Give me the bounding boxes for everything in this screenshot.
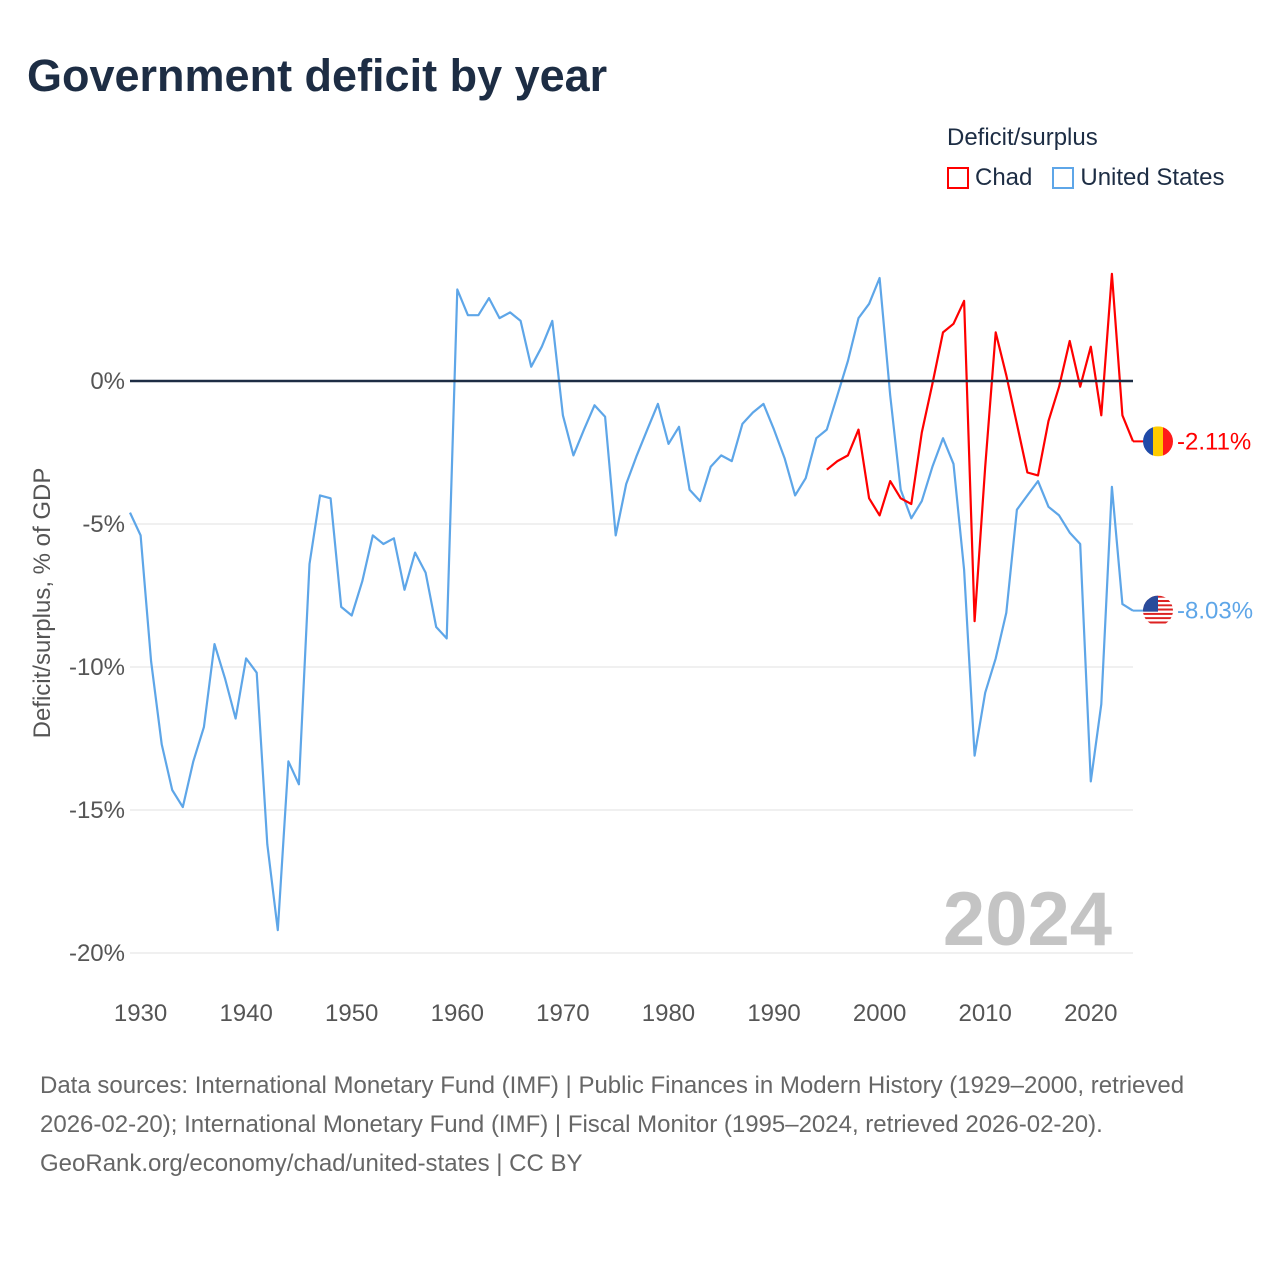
flag-icon-united-states [1143,595,1173,626]
end-value-label-united-states: -8.03% [1177,598,1253,625]
series-line-united-states [129,276,1134,932]
legend-swatch-united-states [1052,167,1075,189]
legend-item-united-states[interactable]: United States [1052,164,1224,192]
year-watermark: 2024 [943,877,1112,962]
x-tick-label: 1960 [431,1000,484,1027]
x-tick-label: 1940 [219,1000,272,1027]
y-tick-label: 0% [90,368,125,395]
series-line-chad [826,272,1135,623]
legend-swatch-chad [947,167,969,189]
x-tick-label: 1950 [325,1000,378,1027]
legend-label-united-states: United States [1080,164,1225,191]
legend-title: Deficit/surplus [947,124,1098,151]
y-tick-label: -20% [69,940,125,967]
x-tick-label: 1980 [642,1000,695,1027]
y-tick-label: -15% [69,797,125,824]
y-tick-label: -10% [69,654,125,681]
x-tick-label: 1990 [747,1000,800,1027]
data-sources: Data sources: International Monetary Fun… [40,1072,1185,1138]
chart-title: Government deficit by year [27,50,608,101]
x-tick-label: 1930 [114,1000,167,1027]
x-tick-label: 2010 [958,1000,1011,1027]
end-value-label-chad: -2.11% [1177,428,1251,455]
x-tick-label: 2020 [1064,1000,1117,1027]
flag-icon-chad [1143,426,1173,457]
y-tick-label: -5% [82,511,125,538]
credit-link[interactable]: GeoRank.org/economy/chad/united-states |… [40,1150,583,1177]
y-axis-label: Deficit/surplus, % of GDP [29,468,56,739]
footer: Data sources: International Monetary Fun… [40,1066,1240,1183]
legend-item-chad[interactable]: Chad [947,164,1032,192]
legend: Deficit/surplus Chad United States [947,124,1224,192]
x-tick-label: 1970 [536,1000,589,1027]
legend-label-chad: Chad [975,164,1033,191]
x-tick-label: 2000 [853,1000,906,1027]
